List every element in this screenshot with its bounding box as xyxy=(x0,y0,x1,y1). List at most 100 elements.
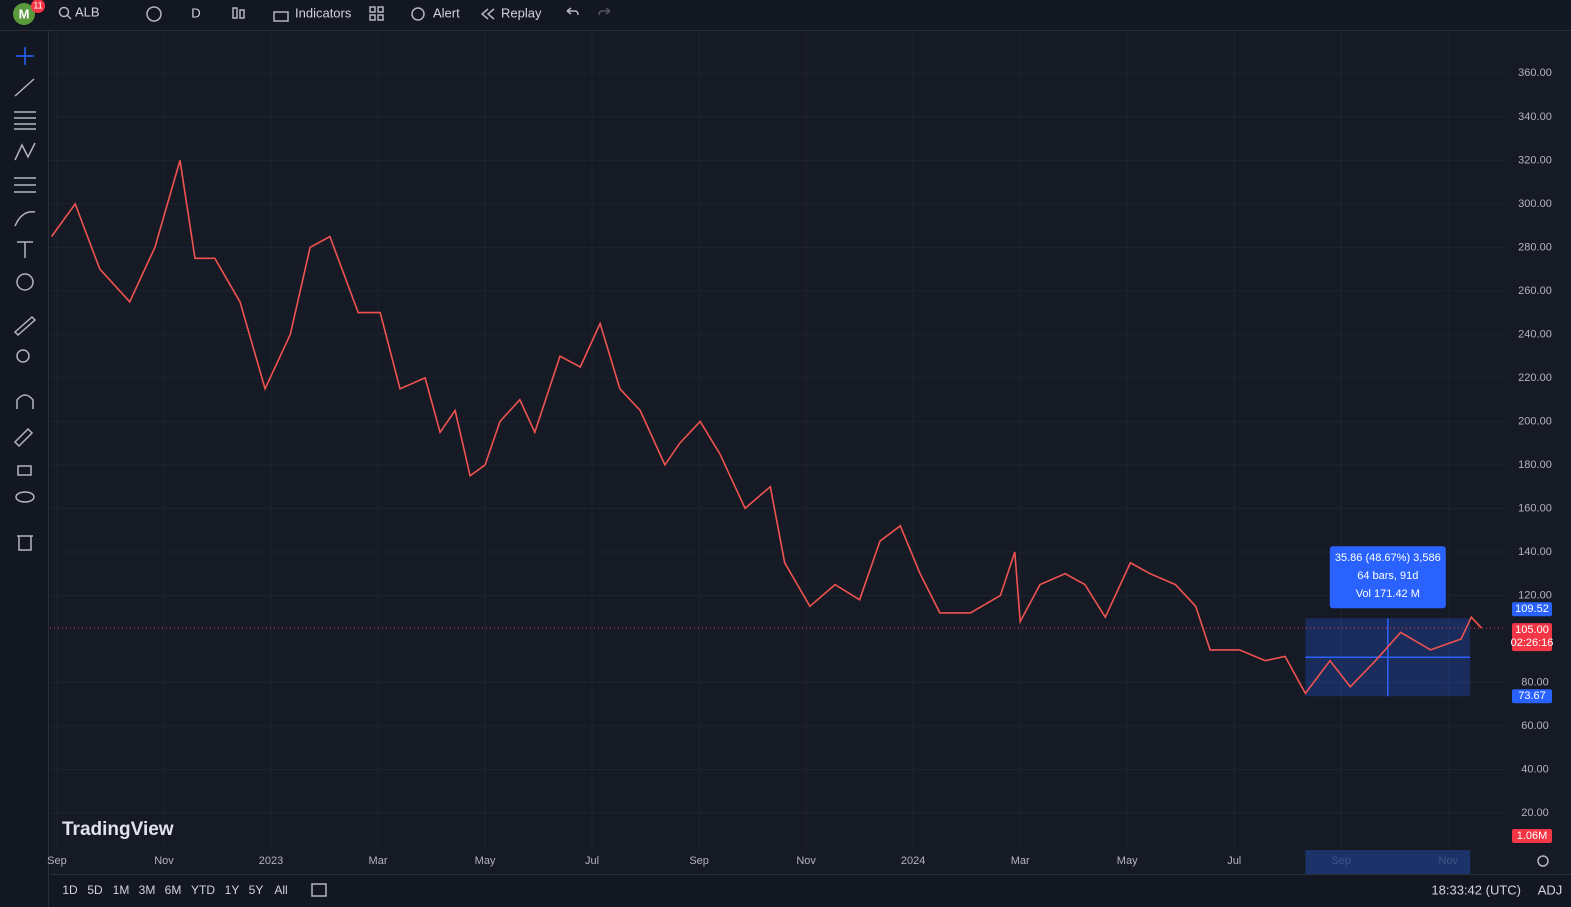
delete-tool[interactable] xyxy=(17,535,33,551)
replay-icon xyxy=(480,8,495,20)
watermark: TradingView xyxy=(62,819,174,840)
zoom-tool[interactable] xyxy=(16,349,30,363)
x-tick-label: May xyxy=(1117,855,1138,867)
chart-type-icon[interactable] xyxy=(232,7,238,19)
range-button[interactable]: YTD xyxy=(191,883,215,897)
x-tick-label: Jul xyxy=(1227,855,1241,867)
price-tag xyxy=(1512,623,1552,652)
crosshair-tool[interactable] xyxy=(16,47,34,65)
range-button[interactable]: 1D xyxy=(62,883,78,897)
chart-type-icon xyxy=(239,9,245,19)
x-tick-label: Mar xyxy=(369,855,388,867)
volume-tag-label: 1.06M xyxy=(1517,830,1548,842)
badge-count: 11 xyxy=(33,0,42,10)
y-tick-label: 20.00 xyxy=(1521,807,1549,819)
range-button[interactable]: All xyxy=(274,883,287,897)
lock-tool[interactable] xyxy=(17,465,32,476)
range-button[interactable]: 5D xyxy=(87,883,103,897)
measure-label: 64 bars, 91d xyxy=(1357,570,1418,582)
compare-icon[interactable] xyxy=(146,6,162,22)
y-tick-label: 180.00 xyxy=(1518,459,1552,471)
y-tick-label: 40.00 xyxy=(1521,763,1549,775)
magnet-tool[interactable] xyxy=(16,394,34,409)
layout-icon xyxy=(377,6,384,13)
y-tick-label: 220.00 xyxy=(1518,372,1552,384)
pattern-tool[interactable] xyxy=(14,142,36,161)
x-tick-label: Nov xyxy=(154,855,174,867)
range-buttons: 1D 5D 1M 3M 6M YTD 1Y 5Y All xyxy=(62,883,287,897)
x-tick-label: 2023 xyxy=(259,855,283,867)
interval[interactable]: D xyxy=(191,5,200,20)
y-tick-label: 340.00 xyxy=(1518,111,1552,123)
range-button[interactable]: 5Y xyxy=(249,883,264,897)
y-tick-label: 240.00 xyxy=(1518,328,1552,340)
measure-label: 35.86 (48.67%) 3,586 xyxy=(1335,552,1441,564)
alert-button[interactable]: Alert xyxy=(433,5,460,20)
search-icon xyxy=(66,14,72,20)
range-button[interactable]: 6M xyxy=(165,883,182,897)
price-tag xyxy=(1512,689,1552,704)
range-button[interactable]: 1M xyxy=(113,883,130,897)
hide-tool[interactable] xyxy=(15,491,35,503)
layout-icon xyxy=(377,14,384,21)
price-tag-label: 105.00 xyxy=(1515,624,1549,636)
x-tick-label: 2024 xyxy=(901,855,925,867)
countdown: 02:26:16 xyxy=(1511,637,1554,649)
settings-icon[interactable] xyxy=(1537,855,1549,867)
y-tick-label: 80.00 xyxy=(1521,676,1549,688)
y-tick-label: 200.00 xyxy=(1518,415,1552,427)
price-tag-label: 109.52 xyxy=(1515,603,1549,615)
clock: 18:33:42 (UTC) xyxy=(1431,882,1521,897)
search-icon xyxy=(58,6,70,18)
drawing-toolbar xyxy=(13,47,37,551)
x-tick-label: Sep xyxy=(689,855,709,867)
measure-label: Vol 171.42 M xyxy=(1356,588,1420,600)
forecast-tool[interactable] xyxy=(14,177,36,193)
x-tick-label: May xyxy=(475,855,496,867)
x-tick-label: Nov xyxy=(796,855,816,867)
indicators-icon xyxy=(273,11,289,22)
badge xyxy=(31,0,45,13)
y-tick-label: 260.00 xyxy=(1518,285,1552,297)
goto-date-icon[interactable] xyxy=(311,883,327,897)
range-button[interactable]: 3M xyxy=(139,883,156,897)
indicators-button[interactable]: Indicators xyxy=(295,5,352,20)
icon-tool[interactable] xyxy=(16,273,34,291)
y-tick-label: 300.00 xyxy=(1518,198,1552,210)
undo-icon[interactable] xyxy=(566,7,579,16)
x-tick-label: Jul xyxy=(585,855,599,867)
measure-tool[interactable] xyxy=(13,315,37,337)
layout-icon xyxy=(369,14,376,21)
y-tick-label: 60.00 xyxy=(1521,720,1549,732)
y-tick-label: 160.00 xyxy=(1518,502,1552,514)
measure-label-box xyxy=(1329,546,1446,609)
avatar[interactable] xyxy=(13,3,35,25)
y-tick-label: 280.00 xyxy=(1518,241,1552,253)
avatar-letter: M xyxy=(19,6,30,21)
range-button[interactable]: 1Y xyxy=(225,883,240,897)
alert-icon xyxy=(411,7,425,21)
fib-tool[interactable] xyxy=(14,111,36,130)
price-tag xyxy=(1512,602,1552,617)
replay-button[interactable]: Replay xyxy=(501,5,542,20)
plot: SepNov2023MarMayJulSepNov2024MarMayJulSe… xyxy=(47,32,1553,874)
redo-icon[interactable] xyxy=(598,7,611,16)
lock-drawing-tool[interactable] xyxy=(13,427,34,448)
y-tick-label: 120.00 xyxy=(1518,589,1552,601)
symbol[interactable]: ALB xyxy=(75,4,100,19)
x-tick-label: Mar xyxy=(1011,855,1030,867)
adj-toggle[interactable]: ADJ xyxy=(1538,882,1563,897)
y-tick-label: 320.00 xyxy=(1518,154,1552,166)
y-tick-label: 360.00 xyxy=(1518,67,1552,79)
text-tool[interactable] xyxy=(17,241,33,258)
layout-icon[interactable] xyxy=(369,6,376,13)
chart-pane xyxy=(50,32,1571,874)
trendline-tool[interactable] xyxy=(14,78,35,97)
axis-highlight xyxy=(1305,850,1471,874)
x-tick-label: Sep xyxy=(47,855,67,867)
price-tag-label: 73.67 xyxy=(1518,690,1546,702)
volume-tag xyxy=(1512,829,1552,843)
y-tick-label: 140.00 xyxy=(1518,546,1552,558)
brush-tool[interactable] xyxy=(14,211,36,227)
